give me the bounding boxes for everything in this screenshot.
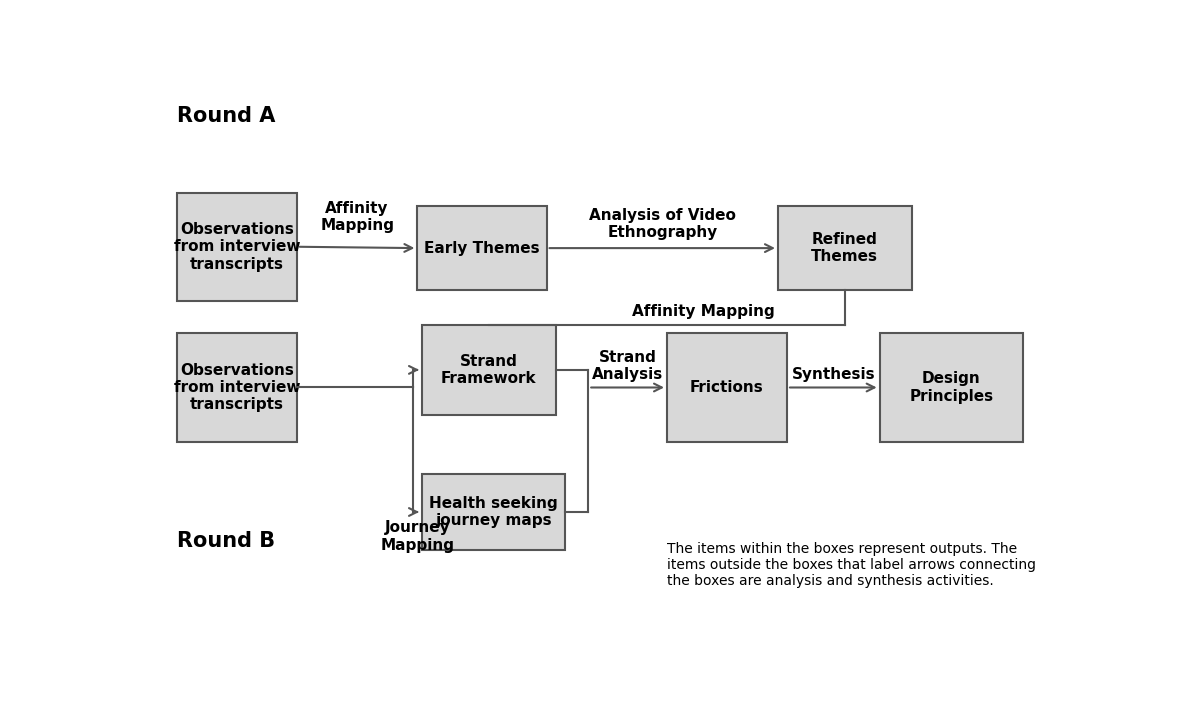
Text: Observations
from interview
transcripts: Observations from interview transcripts <box>174 363 301 413</box>
FancyBboxPatch shape <box>879 333 1022 441</box>
FancyBboxPatch shape <box>418 206 546 290</box>
Text: Affinity Mapping: Affinity Mapping <box>632 304 775 318</box>
Text: Synthesis: Synthesis <box>791 367 876 382</box>
Text: Design
Principles: Design Principles <box>909 371 994 404</box>
FancyBboxPatch shape <box>177 193 297 301</box>
Text: Journey
Mapping: Journey Mapping <box>381 520 455 553</box>
FancyBboxPatch shape <box>778 206 911 290</box>
Text: Early Themes: Early Themes <box>425 240 539 256</box>
FancyBboxPatch shape <box>177 333 297 441</box>
Text: Round B: Round B <box>177 531 276 551</box>
Text: Health seeking
journey maps: Health seeking journey maps <box>429 496 558 528</box>
Text: Strand
Framework: Strand Framework <box>441 354 537 386</box>
Text: Refined
Themes: Refined Themes <box>811 232 878 264</box>
Text: Affinity
Mapping: Affinity Mapping <box>320 201 394 233</box>
FancyBboxPatch shape <box>422 474 565 550</box>
Text: Round A: Round A <box>177 106 276 126</box>
Text: Frictions: Frictions <box>690 380 764 395</box>
Text: Observations
from interview
transcripts: Observations from interview transcripts <box>174 222 301 271</box>
Text: Strand
Analysis: Strand Analysis <box>592 349 663 382</box>
Text: Analysis of Video
Ethnography: Analysis of Video Ethnography <box>589 207 736 240</box>
Text: The items within the boxes represent outputs. The
items outside the boxes that l: The items within the boxes represent out… <box>667 542 1036 588</box>
FancyBboxPatch shape <box>422 325 556 415</box>
FancyBboxPatch shape <box>667 333 787 441</box>
